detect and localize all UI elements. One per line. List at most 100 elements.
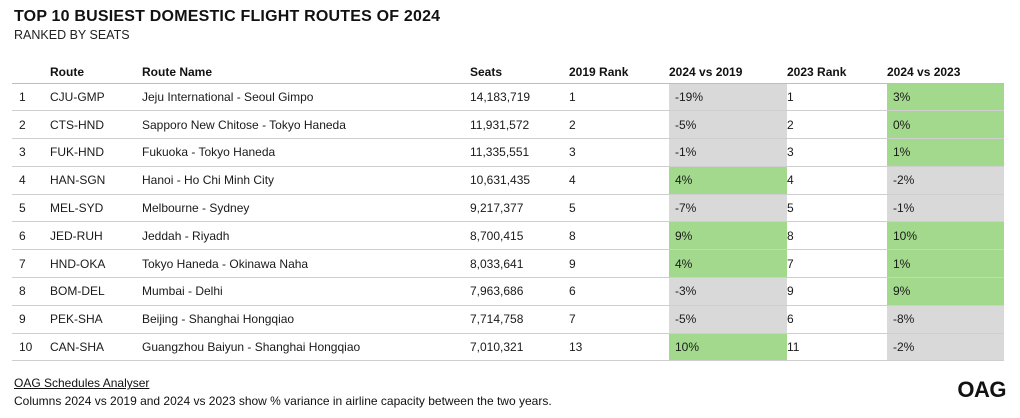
footnote: Columns 2024 vs 2019 and 2024 vs 2023 sh… (14, 394, 552, 408)
cell-route-name: Sapporo New Chitose - Tokyo Haneda (142, 110, 470, 139)
header-2024-vs-2023: 2024 vs 2023 (887, 64, 961, 79)
cell-2024-vs-2019: 10% (669, 332, 787, 362)
table-row: 3 FUK-HND Fukuoka - Tokyo Haneda 11,335,551… (12, 138, 1004, 167)
cell-route: MEL-SYD (50, 193, 142, 222)
table-row: 9 PEK-SHA Beijing - Shanghai Hongqiao 7,714… (12, 304, 1004, 334)
cell-route: CAN-SHA (50, 332, 142, 362)
header-seats: Seats (470, 64, 503, 79)
chart-subtitle: RANKED BY SEATS (14, 28, 130, 42)
cell-2024-vs-2023: 1% (887, 249, 1004, 278)
cell-2023-rank: 1 (787, 82, 887, 111)
cell-2024-vs-2023: 1% (887, 138, 1004, 167)
header-2023-rank: 2023 Rank (787, 64, 847, 79)
cell-2024-vs-2019: -3% (669, 277, 787, 306)
chart-title: TOP 10 BUSIEST DOMESTIC FLIGHT ROUTES OF… (14, 8, 441, 25)
table-row: 7 HND-OKA Tokyo Haneda - Okinawa Naha 8,033… (12, 249, 1004, 278)
cell-route: BOM-DEL (50, 277, 142, 306)
cell-seats: 8,033,641 (470, 249, 569, 278)
cell-route: HND-OKA (50, 249, 142, 278)
cell-2024-vs-2019: -19% (669, 82, 787, 111)
table-row: 5 MEL-SYD Melbourne - Sydney 9,217,377 5 -7% 5… (12, 193, 1004, 222)
cell-route: HAN-SGN (50, 165, 142, 195)
cell-seats: 8,700,415 (470, 221, 569, 250)
cell-index: 10 (12, 332, 50, 362)
cell-route: JED-RUH (50, 221, 142, 250)
cell-2024-vs-2023: 9% (887, 277, 1004, 306)
cell-2023-rank: 11 (787, 332, 887, 362)
cell-route: PEK-SHA (50, 304, 142, 334)
cell-seats: 9,217,377 (470, 193, 569, 222)
cell-seats: 7,714,758 (470, 304, 569, 334)
cell-2019-rank: 6 (569, 277, 669, 306)
cell-route-name: Mumbai - Delhi (142, 277, 470, 306)
table-row: 8 BOM-DEL Mumbai - Delhi 7,963,686 6 -3% 9 9% (12, 277, 1004, 306)
cell-2024-vs-2019: 4% (669, 165, 787, 195)
cell-2023-rank: 7 (787, 249, 887, 278)
header-route: Route (50, 64, 84, 79)
header-index (12, 61, 50, 83)
table-row: 10 CAN-SHA Guangzhou Baiyun - Shanghai Hon… (12, 332, 1004, 362)
cell-route-name: Guangzhou Baiyun - Shanghai Hongqiao (142, 332, 470, 362)
cell-2023-rank: 5 (787, 193, 887, 222)
cell-2023-rank: 9 (787, 277, 887, 306)
cell-index: 7 (12, 249, 50, 278)
cell-2024-vs-2019: 9% (669, 221, 787, 250)
cell-route: FUK-HND (50, 138, 142, 167)
cell-index: 3 (12, 138, 50, 167)
cell-route-name: Beijing - Shanghai Hongqiao (142, 304, 470, 334)
header-2019-rank: 2019 Rank (569, 64, 629, 79)
cell-index: 8 (12, 277, 50, 306)
cell-route-name: Fukuoka - Tokyo Haneda (142, 138, 470, 167)
cell-route-name: Jeddah - Riyadh (142, 221, 470, 250)
header-route-name: Route Name (142, 64, 213, 79)
table-header-row: Route Route Name Seats 2019 Rank 2024 vs… (12, 61, 1004, 83)
routes-table: Route Route Name Seats 2019 Rank 2024 vs… (12, 61, 1004, 362)
cell-2023-rank: 8 (787, 221, 887, 250)
cell-2019-rank: 9 (569, 249, 669, 278)
cell-seats: 10,631,435 (470, 165, 569, 195)
source-link[interactable]: OAG Schedules Analyser (14, 376, 150, 390)
cell-index: 5 (12, 193, 50, 222)
header-2024-vs-2019: 2024 vs 2019 (669, 64, 743, 79)
cell-2024-vs-2019: -7% (669, 193, 787, 222)
table-row: 2 CTS-HND Sapporo New Chitose - Tokyo Hane… (12, 110, 1004, 139)
cell-2024-vs-2023: -1% (887, 193, 1004, 222)
table-row: 4 HAN-SGN Hanoi - Ho Chi Minh City 10,631,4… (12, 165, 1004, 195)
cell-2024-vs-2023: 0% (887, 110, 1004, 139)
cell-2024-vs-2019: 4% (669, 249, 787, 278)
cell-route-name: Tokyo Haneda - Okinawa Naha (142, 249, 470, 278)
table-row: 1 CJU-GMP Jeju International - Seoul Gimpo… (12, 82, 1004, 111)
cell-2024-vs-2023: 3% (887, 82, 1004, 111)
cell-route-name: Hanoi - Ho Chi Minh City (142, 165, 470, 195)
cell-2024-vs-2023: -8% (887, 304, 1004, 334)
cell-route-name: Jeju International - Seoul Gimpo (142, 82, 470, 111)
table-body: 1 CJU-GMP Jeju International - Seoul Gimpo… (12, 82, 1004, 362)
oag-logo: OAG (957, 377, 1006, 402)
cell-2019-rank: 13 (569, 332, 669, 362)
cell-2019-rank: 4 (569, 165, 669, 195)
cell-2024-vs-2019: -5% (669, 110, 787, 139)
cell-2019-rank: 1 (569, 82, 669, 111)
cell-index: 1 (12, 82, 50, 111)
cell-2023-rank: 2 (787, 110, 887, 139)
cell-index: 2 (12, 110, 50, 139)
cell-2024-vs-2023: -2% (887, 165, 1004, 195)
cell-2024-vs-2023: 10% (887, 221, 1004, 250)
cell-2024-vs-2019: -1% (669, 138, 787, 167)
cell-index: 9 (12, 304, 50, 334)
cell-route: CTS-HND (50, 110, 142, 139)
cell-seats: 14,183,719 (470, 82, 569, 111)
cell-2019-rank: 3 (569, 138, 669, 167)
table-row: 6 JED-RUH Jeddah - Riyadh 8,700,415 8 9% 8 10% (12, 221, 1004, 250)
cell-route: CJU-GMP (50, 82, 142, 111)
cell-2023-rank: 4 (787, 165, 887, 195)
cell-route-name: Melbourne - Sydney (142, 193, 470, 222)
cell-2019-rank: 7 (569, 304, 669, 334)
cell-index: 4 (12, 165, 50, 195)
cell-seats: 7,963,686 (470, 277, 569, 306)
cell-seats: 11,335,551 (470, 138, 569, 167)
cell-index: 6 (12, 221, 50, 250)
cell-2024-vs-2023: -2% (887, 332, 1004, 362)
cell-2023-rank: 6 (787, 304, 887, 334)
cell-2019-rank: 2 (569, 110, 669, 139)
